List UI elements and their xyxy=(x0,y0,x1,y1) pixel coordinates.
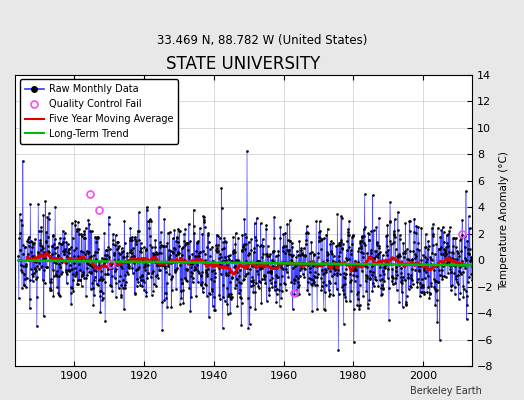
Legend: Raw Monthly Data, Quality Control Fail, Five Year Moving Average, Long-Term Tren: Raw Monthly Data, Quality Control Fail, … xyxy=(20,80,178,144)
Title: STATE UNIVERSITY: STATE UNIVERSITY xyxy=(167,55,321,73)
Y-axis label: Temperature Anomaly (°C): Temperature Anomaly (°C) xyxy=(499,151,509,290)
Text: 33.469 N, 88.782 W (United States): 33.469 N, 88.782 W (United States) xyxy=(157,34,367,47)
Text: Berkeley Earth: Berkeley Earth xyxy=(410,386,482,396)
